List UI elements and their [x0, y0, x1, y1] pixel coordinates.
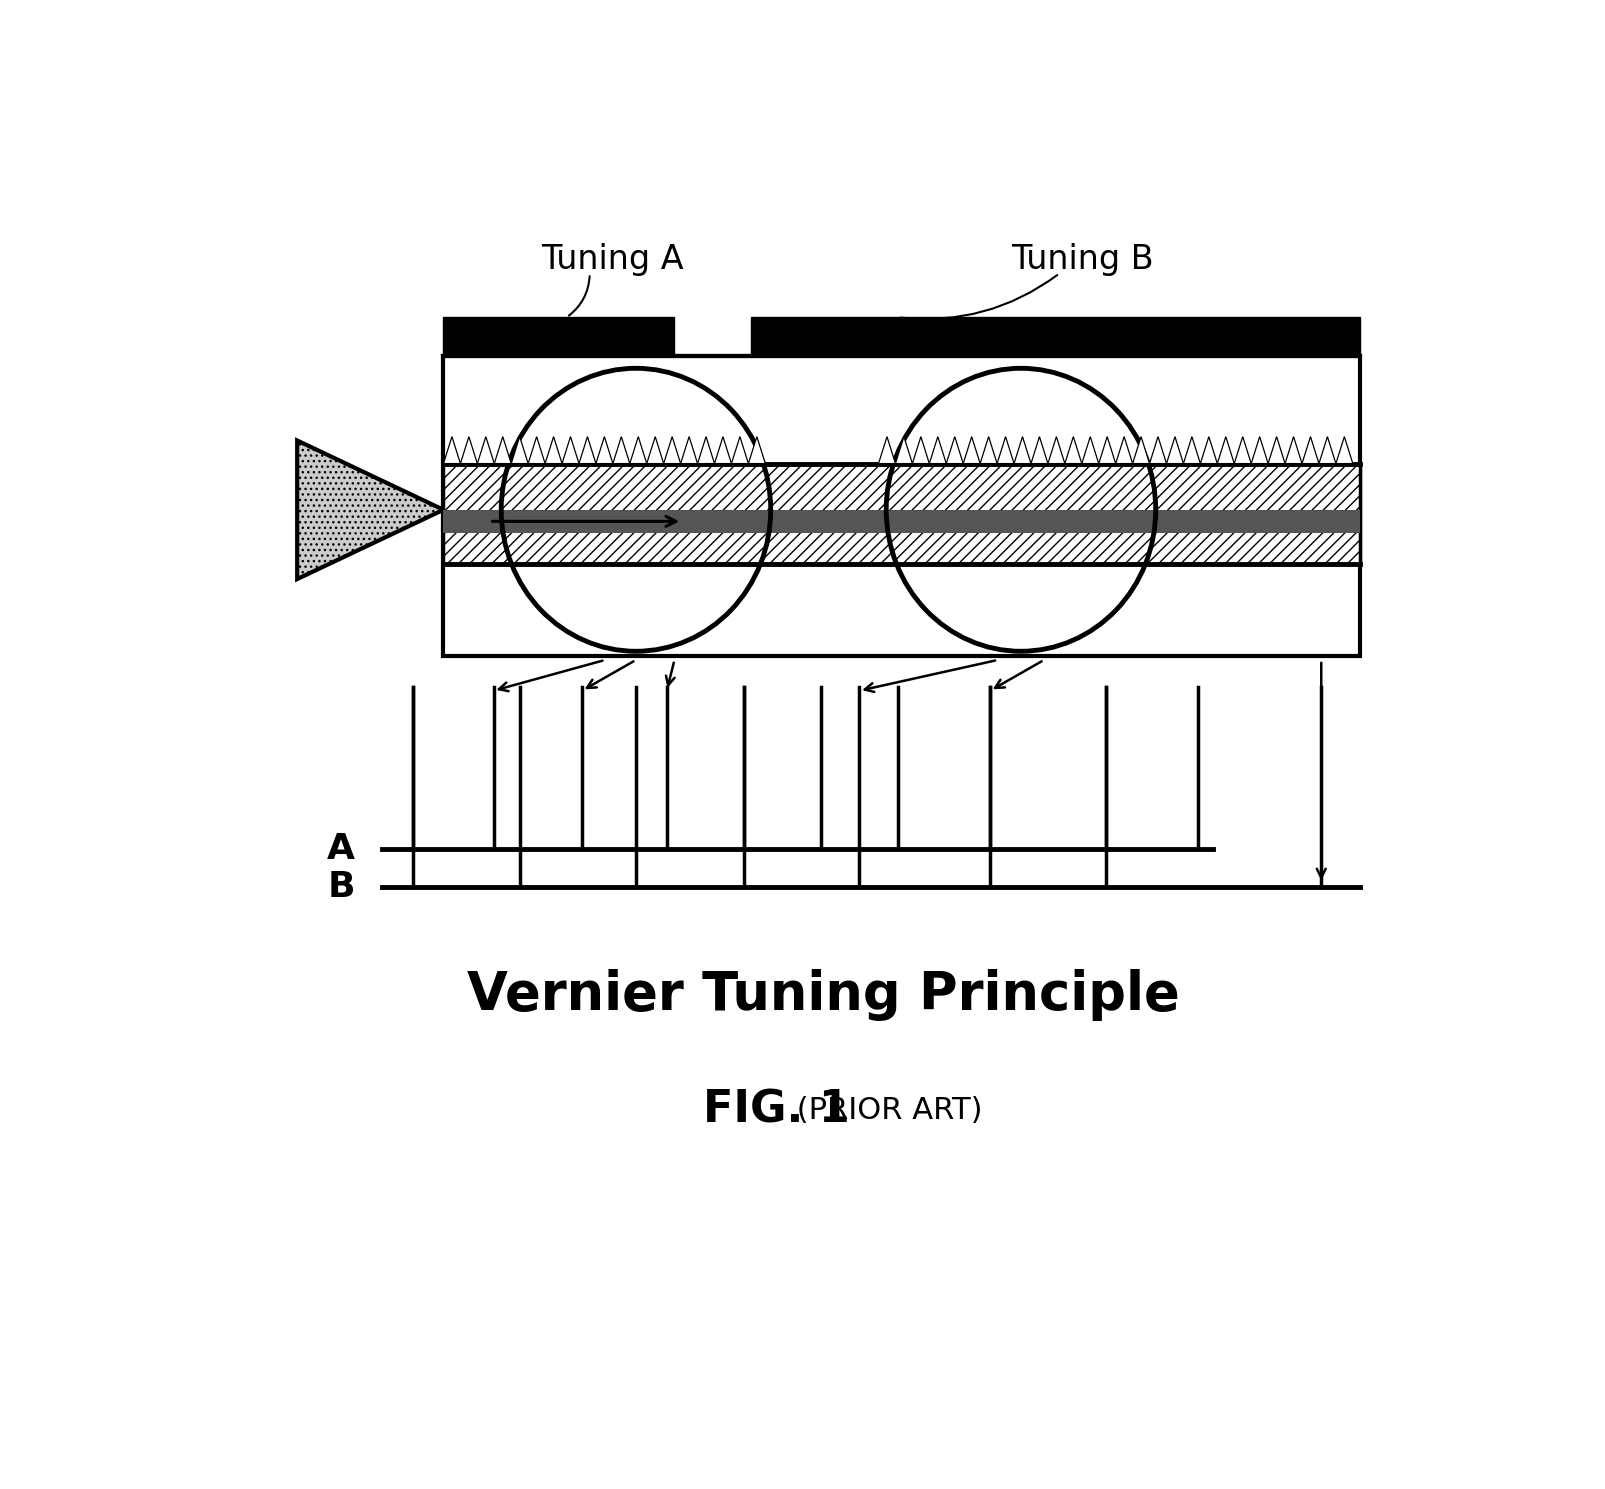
Polygon shape — [297, 441, 443, 579]
Polygon shape — [1098, 436, 1115, 463]
Polygon shape — [579, 436, 595, 463]
Polygon shape — [997, 436, 1013, 463]
Polygon shape — [443, 436, 461, 463]
Polygon shape — [528, 436, 544, 463]
Bar — [751, 317, 1359, 356]
Polygon shape — [1115, 436, 1132, 463]
Polygon shape — [1268, 436, 1284, 463]
Polygon shape — [1318, 436, 1335, 463]
Bar — [443, 463, 1359, 564]
Polygon shape — [1013, 436, 1030, 463]
Polygon shape — [663, 436, 681, 463]
Polygon shape — [1234, 436, 1250, 463]
Polygon shape — [1302, 436, 1318, 463]
Bar — [443, 317, 674, 356]
Polygon shape — [1335, 436, 1351, 463]
Polygon shape — [697, 436, 714, 463]
Polygon shape — [494, 436, 510, 463]
Polygon shape — [681, 436, 697, 463]
Text: FIG. 1: FIG. 1 — [703, 1088, 849, 1132]
Polygon shape — [1284, 436, 1302, 463]
Polygon shape — [461, 436, 477, 463]
Polygon shape — [1082, 436, 1098, 463]
Polygon shape — [1217, 436, 1234, 463]
Polygon shape — [714, 436, 730, 463]
Text: Tuning A: Tuning A — [541, 243, 684, 275]
Polygon shape — [748, 436, 766, 463]
Text: Vernier Tuning Principle: Vernier Tuning Principle — [467, 969, 1178, 1021]
Bar — [443, 356, 1359, 657]
Polygon shape — [1149, 436, 1165, 463]
Polygon shape — [1199, 436, 1217, 463]
Polygon shape — [979, 436, 997, 463]
Polygon shape — [1048, 436, 1064, 463]
Polygon shape — [1165, 436, 1183, 463]
Polygon shape — [647, 436, 663, 463]
Polygon shape — [1064, 436, 1082, 463]
Polygon shape — [896, 436, 912, 463]
Polygon shape — [1030, 436, 1048, 463]
Text: Tuning B: Tuning B — [1011, 243, 1152, 275]
Polygon shape — [595, 436, 613, 463]
Polygon shape — [477, 436, 494, 463]
Polygon shape — [1183, 436, 1199, 463]
Text: A: A — [327, 831, 355, 865]
Polygon shape — [929, 436, 945, 463]
Text: B: B — [327, 870, 355, 904]
Polygon shape — [1132, 436, 1149, 463]
Polygon shape — [544, 436, 562, 463]
Polygon shape — [878, 436, 896, 463]
Bar — [443, 509, 1359, 533]
Text: (PRIOR ART): (PRIOR ART) — [786, 1096, 982, 1124]
Polygon shape — [1250, 436, 1268, 463]
Polygon shape — [912, 436, 929, 463]
Polygon shape — [629, 436, 647, 463]
Polygon shape — [613, 436, 629, 463]
Polygon shape — [730, 436, 748, 463]
Polygon shape — [510, 436, 528, 463]
Polygon shape — [945, 436, 963, 463]
Polygon shape — [562, 436, 579, 463]
Polygon shape — [963, 436, 979, 463]
